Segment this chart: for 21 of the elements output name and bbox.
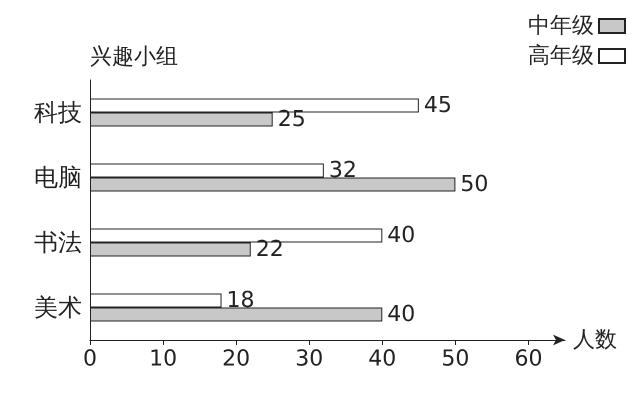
data-label: 50	[460, 172, 488, 197]
x-axis-title: 人数	[573, 328, 617, 352]
x-tick-label: 40	[368, 346, 396, 372]
data-label: 45	[424, 93, 452, 118]
data-label: 32	[328, 158, 357, 183]
y-tick-label: 科技	[34, 98, 82, 126]
x-tick-label: 0	[83, 346, 97, 372]
x-tick-label: 20	[222, 346, 250, 372]
x-tick-label: 50	[441, 346, 470, 372]
x-tick-label: 10	[149, 346, 178, 372]
y-tick-label: 书法	[34, 228, 82, 256]
y-tick-label: 电脑	[34, 164, 82, 192]
data-label: 40	[387, 223, 416, 248]
y-axis-title: 兴趣小组	[90, 44, 178, 70]
x-tick-label: 60	[514, 346, 542, 372]
data-label: 18	[226, 288, 255, 313]
x-tick-label: 30	[295, 346, 324, 372]
legend-label: 高年级	[528, 44, 594, 68]
y-tick-label: 美术	[34, 294, 82, 322]
data-label: 40	[387, 302, 416, 327]
legend-label: 中年级	[528, 14, 594, 38]
